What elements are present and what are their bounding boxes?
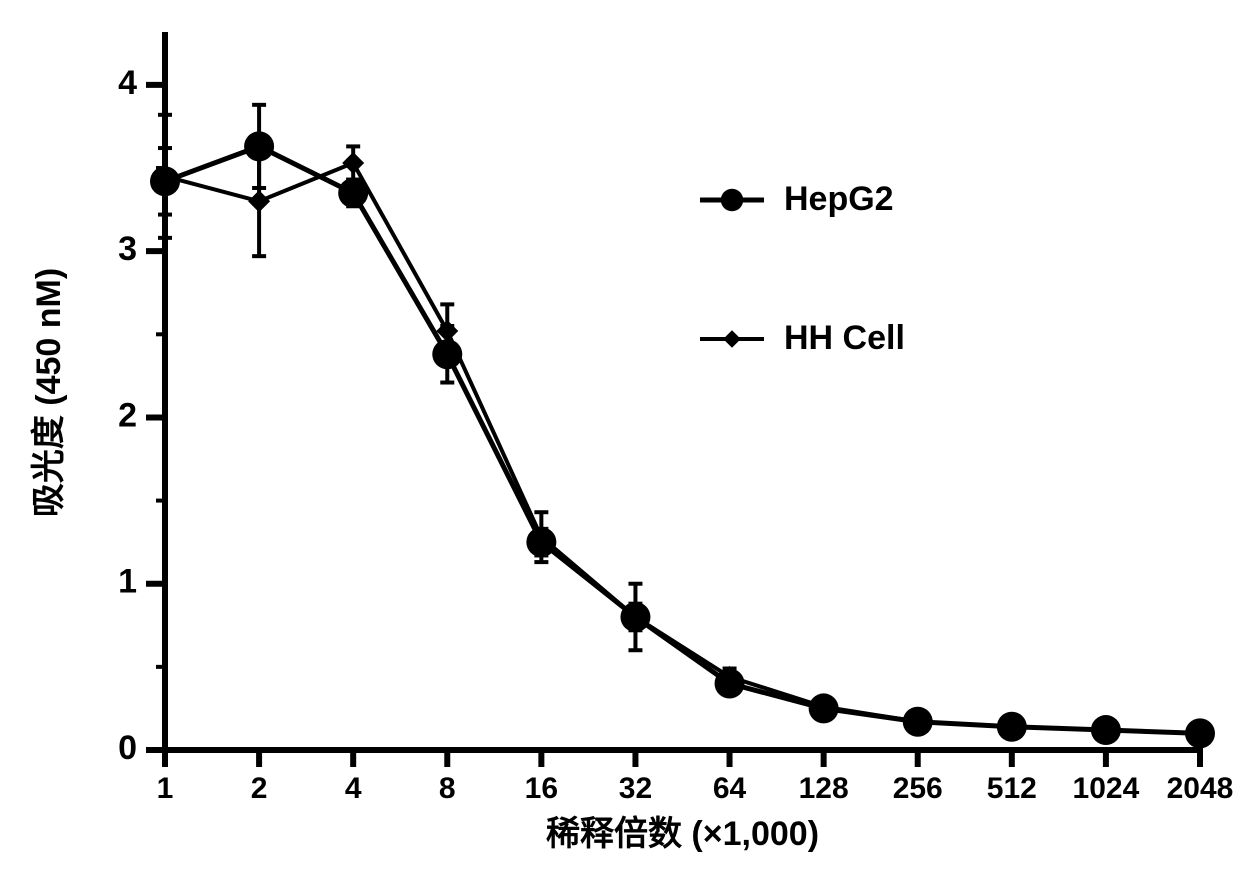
x-tick-label: 4: [345, 772, 362, 805]
x-tick-label: 1: [157, 772, 174, 805]
y-tick-label: 0: [118, 729, 137, 767]
chart-container: 01234124816326412825651210242048吸光度 (450…: [0, 0, 1240, 894]
marker-diamond: [342, 152, 364, 174]
x-tick-label: 2048: [1167, 772, 1234, 805]
y-tick-label: 3: [118, 230, 137, 268]
x-tick-label: 256: [893, 772, 943, 805]
legend-item: HH Cell: [700, 319, 905, 358]
marker-diamond: [248, 190, 270, 212]
x-tick-label: 16: [525, 772, 558, 805]
legend-label: HepG2: [784, 180, 894, 219]
x-tick-label: 32: [619, 772, 652, 805]
y-tick-label: 1: [118, 563, 137, 601]
y-axis-title: 吸光度 (450 nM): [30, 268, 68, 517]
legend-marker: [700, 185, 764, 215]
x-tick-label: 2: [251, 772, 268, 805]
chart-svg: 01234124816326412825651210242048吸光度 (450…: [0, 0, 1240, 894]
x-tick-label: 512: [987, 772, 1037, 805]
x-tick-label: 8: [439, 772, 456, 805]
series-line: [165, 163, 1200, 733]
y-tick-label: 2: [118, 396, 137, 434]
legend-item: HepG2: [700, 180, 905, 219]
x-tick-label: 128: [799, 772, 849, 805]
x-tick-label: 1024: [1073, 772, 1140, 805]
legend: HepG2 HH Cell: [700, 180, 905, 358]
x-axis-title: 稀释倍数 (×1,000): [546, 815, 819, 853]
legend-marker: [700, 324, 764, 354]
x-tick-label: 64: [713, 772, 747, 805]
y-tick-label: 4: [118, 64, 137, 102]
legend-label: HH Cell: [784, 319, 905, 358]
series-HepG2: [150, 105, 1215, 749]
